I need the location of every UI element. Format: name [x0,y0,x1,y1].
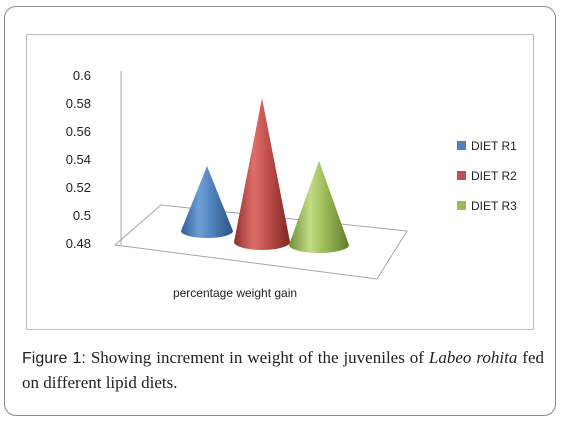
y-tick-label: 0.56 [66,124,91,139]
legend-swatch [457,171,466,180]
y-tick-label: 0.54 [66,152,91,167]
cone-body [181,166,233,238]
caption-text-end: fed on different lipid diets. [22,348,544,392]
chart-area: 0.6 0.58 0.56 0.54 0.52 0.5 0.48 percentage we… [26,34,534,330]
legend-swatch [457,201,466,210]
y-tick-label: 0.58 [66,96,91,111]
cone-body [234,98,290,250]
legend-label: DIET R3 [471,199,517,213]
cone-diet-r3 [289,160,349,253]
y-tick-label: 0.6 [73,68,91,83]
cone-chart: 0.6 0.58 0.56 0.54 0.52 0.5 0.48 percentage we… [66,68,517,300]
legend: DIET R1 DIET R2 DIET R3 [457,139,517,213]
legend-label: DIET R2 [471,169,517,183]
y-tick-label: 0.5 [73,208,91,223]
legend-label: DIET R1 [471,139,517,153]
legend-swatch [457,141,466,150]
cone-body [289,160,349,253]
floor-plane [113,204,408,280]
figure-caption: Figure 1: Showing increment in weight of… [22,346,544,395]
cone-diet-r2 [234,98,290,250]
x-axis-label: percentage weight gain [173,286,297,300]
cone-diet-r1 [181,166,233,238]
y-tick-labels: 0.6 0.58 0.56 0.54 0.52 0.5 0.48 [66,68,91,251]
caption-text: Showing increment in weight of the juven… [85,348,429,367]
cone-series [181,98,349,253]
caption-species: Labeo rohita [428,348,518,367]
caption-label: Figure 1: [22,350,86,367]
y-tick-label: 0.48 [66,236,91,251]
y-tick-label: 0.52 [66,180,91,195]
